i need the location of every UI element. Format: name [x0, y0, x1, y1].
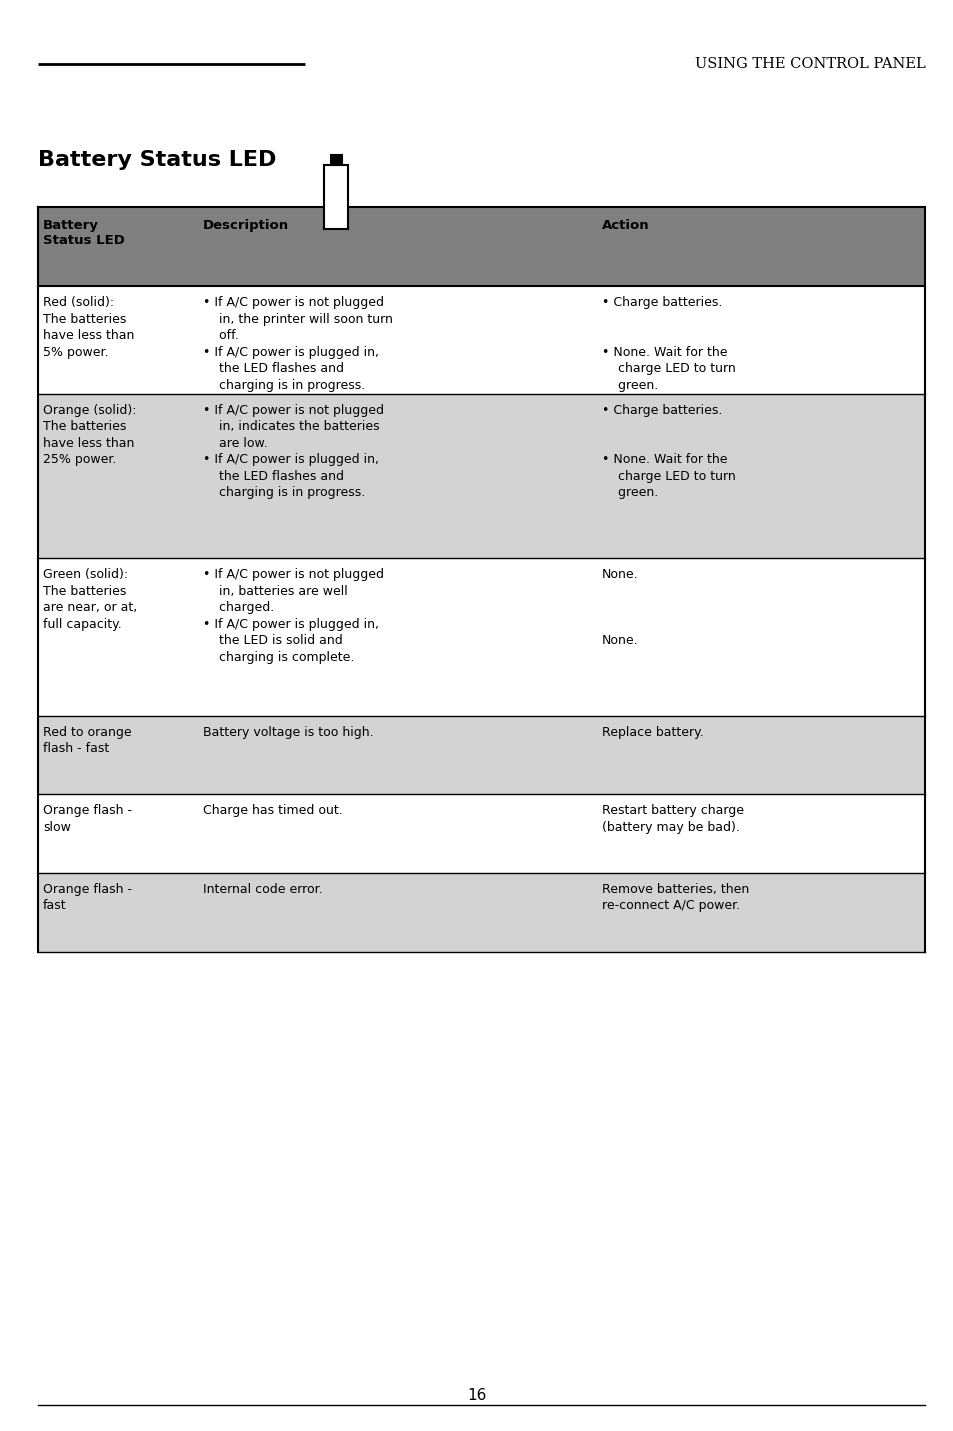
Text: • If A/C power is not plugged
    in, the printer will soon turn
    off.
• If A: • If A/C power is not plugged in, the pr…	[202, 296, 392, 392]
Text: • If A/C power is not plugged
    in, indicates the batteries
    are low.
• If : • If A/C power is not plugged in, indica…	[202, 404, 383, 499]
Text: Replace battery.: Replace battery.	[601, 726, 703, 738]
Text: • If A/C power is not plugged
    in, batteries are well
    charged.
• If A/C p: • If A/C power is not plugged in, batter…	[202, 568, 383, 664]
Text: USING THE CONTROL PANEL: USING THE CONTROL PANEL	[694, 57, 924, 72]
Text: 16: 16	[467, 1388, 486, 1402]
Text: Battery Status LED: Battery Status LED	[38, 150, 276, 170]
Bar	[38, 286, 924, 394]
Text: Action: Action	[601, 219, 649, 232]
Bar	[324, 165, 348, 229]
Text: Restart battery charge
(battery may be bad).: Restart battery charge (battery may be b…	[601, 804, 743, 834]
Bar	[38, 207, 924, 286]
Text: Internal code error.: Internal code error.	[202, 883, 322, 896]
Text: Green (solid):
The batteries
are near, or at,
full capacity.: Green (solid): The batteries are near, o…	[43, 568, 137, 631]
Text: Remove batteries, then
re-connect A/C power.: Remove batteries, then re-connect A/C po…	[601, 883, 748, 913]
Bar	[38, 873, 924, 952]
Bar	[38, 716, 924, 794]
Bar	[38, 794, 924, 873]
Text: • Charge batteries.


• None. Wait for the
    charge LED to turn
    green.: • Charge batteries. • None. Wait for the…	[601, 404, 735, 499]
Text: Description: Description	[202, 219, 289, 232]
Text: Battery
Status LED: Battery Status LED	[43, 219, 125, 248]
Text: Charge has timed out.: Charge has timed out.	[202, 804, 342, 817]
Bar	[331, 155, 341, 165]
Text: Orange (solid):
The batteries
have less than
25% power.: Orange (solid): The batteries have less …	[43, 404, 136, 467]
Text: None.



None.: None. None.	[601, 568, 638, 647]
Text: Orange flash -
slow: Orange flash - slow	[43, 804, 132, 834]
Text: Red (solid):
The batteries
have less than
5% power.: Red (solid): The batteries have less tha…	[43, 296, 134, 359]
Text: • Charge batteries.


• None. Wait for the
    charge LED to turn
    green.: • Charge batteries. • None. Wait for the…	[601, 296, 735, 392]
Bar	[38, 558, 924, 716]
Text: Red to orange
flash - fast: Red to orange flash - fast	[43, 726, 132, 756]
Text: Orange flash -
fast: Orange flash - fast	[43, 883, 132, 913]
Text: Battery voltage is too high.: Battery voltage is too high.	[202, 726, 373, 738]
Bar	[38, 394, 924, 558]
